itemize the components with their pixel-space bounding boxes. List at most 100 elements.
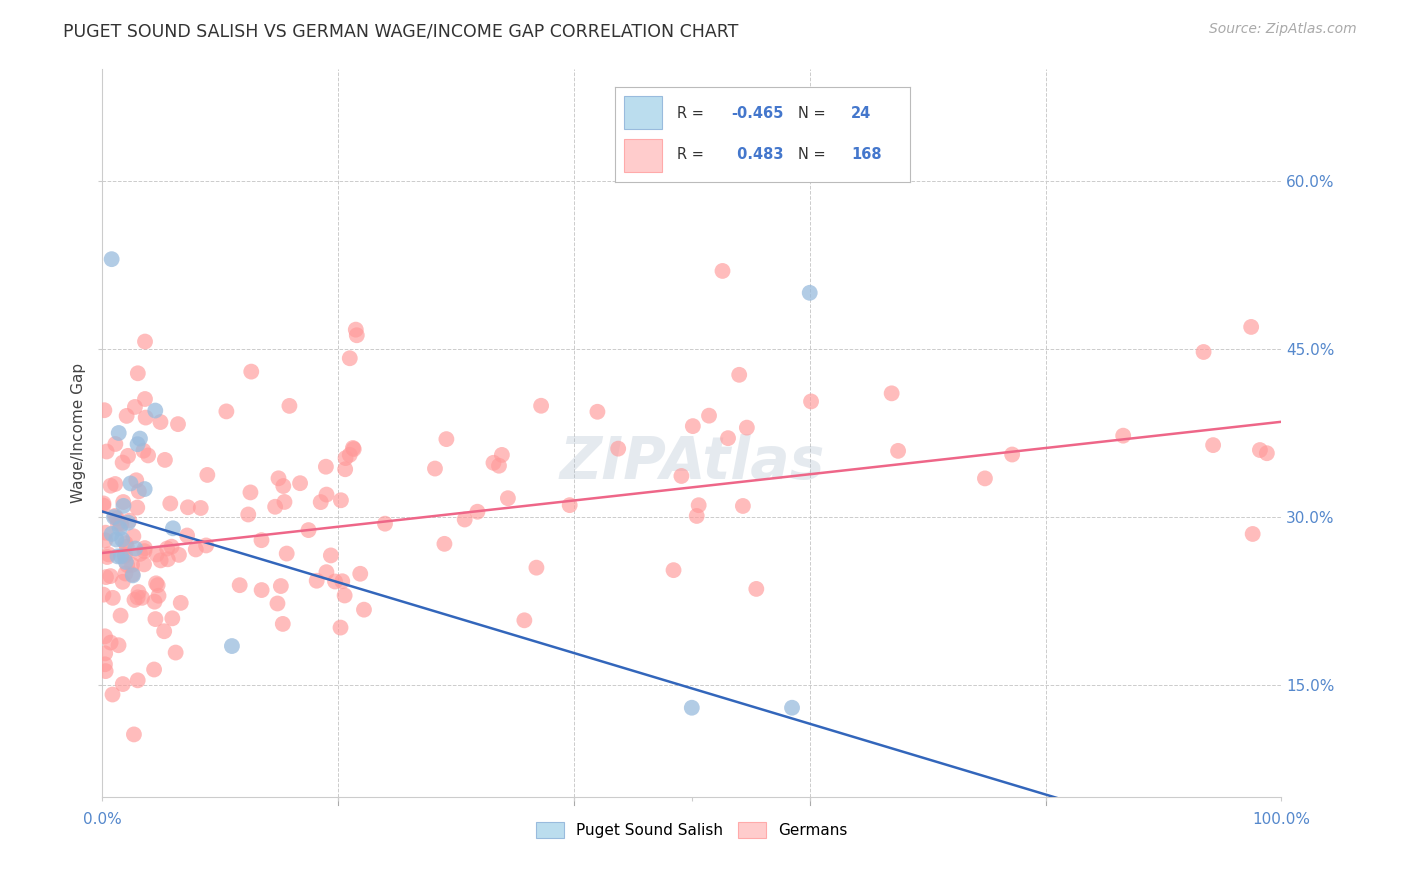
Point bbox=[342, 441, 364, 455]
Point bbox=[315, 487, 337, 501]
Point bbox=[488, 458, 510, 473]
Legend: Puget Sound Salish, Germans: Puget Sound Salish, Germans bbox=[530, 815, 853, 845]
Point bbox=[132, 558, 155, 572]
Point bbox=[671, 469, 693, 483]
Point bbox=[131, 591, 153, 605]
Point bbox=[145, 612, 167, 626]
Point bbox=[1256, 446, 1278, 460]
Point bbox=[121, 558, 143, 572]
Point bbox=[339, 448, 361, 462]
Point bbox=[146, 578, 169, 592]
Point bbox=[145, 548, 167, 562]
Point bbox=[513, 613, 536, 627]
Point bbox=[103, 510, 125, 524]
Point bbox=[134, 544, 156, 558]
Point bbox=[100, 252, 122, 267]
Point bbox=[129, 547, 152, 561]
Point bbox=[1249, 443, 1271, 458]
Point bbox=[238, 508, 260, 522]
Point bbox=[315, 459, 337, 474]
Point bbox=[160, 540, 183, 554]
Y-axis label: Wage/Income Gap: Wage/Income Gap bbox=[72, 363, 86, 503]
Point bbox=[93, 496, 115, 510]
Point bbox=[120, 476, 142, 491]
Point bbox=[266, 597, 288, 611]
Point bbox=[434, 432, 457, 446]
Text: Source: ZipAtlas.com: Source: ZipAtlas.com bbox=[1209, 22, 1357, 37]
Point bbox=[195, 467, 218, 482]
Point bbox=[467, 505, 489, 519]
Point bbox=[271, 616, 294, 631]
Point bbox=[333, 589, 356, 603]
Point bbox=[111, 533, 134, 547]
Point bbox=[343, 442, 366, 456]
Point bbox=[94, 664, 117, 678]
Point bbox=[686, 508, 709, 523]
Point bbox=[662, 563, 685, 577]
Point bbox=[149, 415, 172, 429]
Point bbox=[344, 323, 367, 337]
Point bbox=[107, 425, 129, 440]
Point bbox=[711, 264, 734, 278]
Point bbox=[276, 547, 298, 561]
Point bbox=[94, 525, 117, 540]
Point bbox=[134, 392, 156, 406]
Point bbox=[149, 553, 172, 567]
Point bbox=[240, 365, 263, 379]
Point bbox=[482, 456, 505, 470]
Point bbox=[1001, 448, 1024, 462]
Point bbox=[153, 453, 176, 467]
Point bbox=[176, 528, 198, 542]
Point bbox=[110, 549, 132, 564]
Point bbox=[1202, 438, 1225, 452]
Point bbox=[128, 585, 150, 599]
Point bbox=[1241, 527, 1264, 541]
Point bbox=[745, 582, 768, 596]
Point bbox=[195, 538, 218, 552]
Point bbox=[239, 485, 262, 500]
Point bbox=[111, 456, 134, 470]
Point bbox=[297, 523, 319, 537]
Point bbox=[118, 514, 141, 528]
Point bbox=[423, 461, 446, 475]
Point bbox=[681, 700, 703, 714]
Point bbox=[270, 579, 292, 593]
Point bbox=[104, 508, 127, 523]
Point bbox=[731, 499, 754, 513]
Point bbox=[93, 588, 115, 602]
Point bbox=[101, 591, 124, 605]
Point bbox=[315, 565, 337, 579]
Point bbox=[104, 437, 127, 451]
Point bbox=[156, 552, 179, 566]
Point bbox=[115, 409, 138, 423]
Point bbox=[143, 403, 166, 417]
Point bbox=[682, 419, 704, 434]
Point bbox=[780, 700, 803, 714]
Point bbox=[267, 471, 290, 485]
Point bbox=[143, 595, 166, 609]
Point bbox=[124, 593, 146, 607]
Point bbox=[145, 576, 167, 591]
Point bbox=[114, 549, 136, 563]
Point bbox=[93, 499, 115, 513]
Point bbox=[111, 677, 134, 691]
Point bbox=[346, 328, 368, 343]
Point bbox=[162, 521, 184, 535]
Point bbox=[309, 495, 332, 509]
Point bbox=[717, 431, 740, 445]
Point bbox=[114, 548, 136, 562]
Text: ZIPAtlas: ZIPAtlas bbox=[560, 434, 824, 491]
Point bbox=[319, 549, 342, 563]
Point bbox=[184, 542, 207, 557]
Point bbox=[143, 663, 166, 677]
Point bbox=[221, 639, 243, 653]
Point bbox=[177, 500, 200, 515]
Point bbox=[94, 657, 117, 672]
Point bbox=[107, 516, 129, 531]
Point bbox=[105, 511, 128, 525]
Point bbox=[153, 624, 176, 639]
Point bbox=[974, 471, 997, 485]
Point bbox=[433, 537, 456, 551]
Point bbox=[110, 608, 132, 623]
Point bbox=[353, 602, 375, 616]
